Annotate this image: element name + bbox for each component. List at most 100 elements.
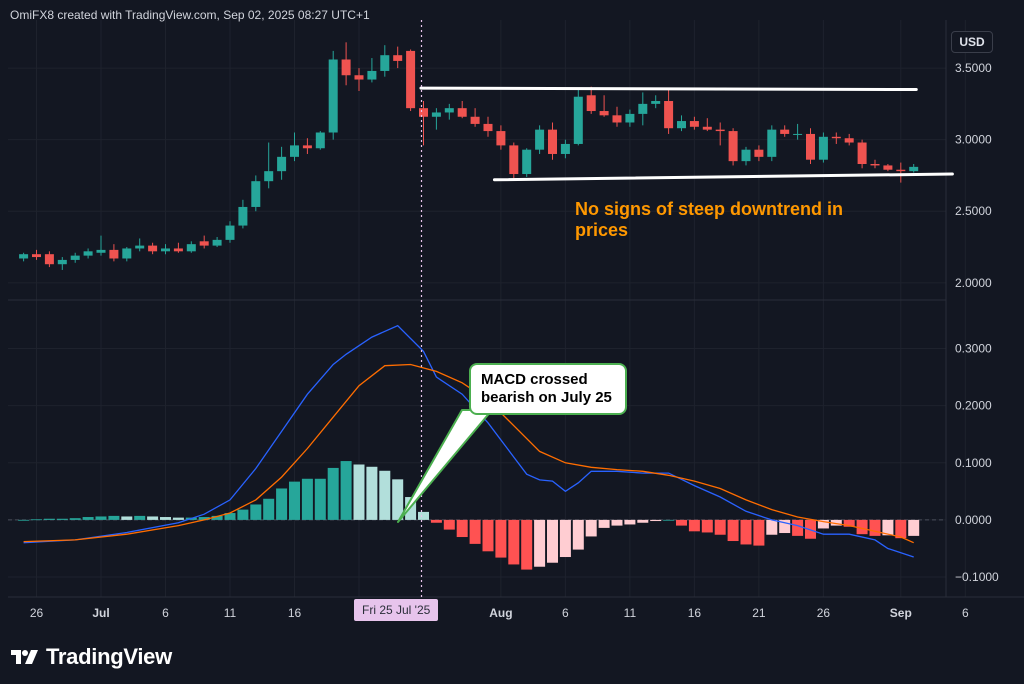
candle-body [406, 50, 416, 109]
histogram-bar [585, 519, 597, 537]
histogram-bar [714, 519, 726, 535]
candle-body [315, 132, 325, 149]
grid [8, 20, 1024, 598]
histogram-bar [676, 519, 687, 526]
histogram-bar [160, 517, 171, 520]
candle-body [496, 131, 506, 146]
axes: 3.5000 3.0000 2.5000 2.0000 0.3000 0.2000 0.10… [30, 61, 999, 620]
crosshair-date-label: Fri 25 Jul '25 [354, 599, 439, 621]
candle-body [32, 254, 41, 258]
price-annotation: No signs of steep downtrend in prices [575, 199, 844, 240]
price-tick-label: 2.5000 [955, 204, 992, 218]
candle-body [702, 126, 712, 130]
tradingview-brand: TradingView [46, 644, 172, 669]
candle-body [664, 101, 674, 129]
macd-histogram [18, 461, 920, 570]
candle-body [277, 156, 287, 172]
histogram-bar [650, 519, 662, 522]
time-tick-label: 16 [288, 606, 302, 620]
channel-upper-line [419, 86, 918, 92]
candle-body [470, 116, 480, 124]
time-tick-label: Aug [489, 606, 512, 620]
histogram-bar [843, 519, 855, 527]
histogram-bar [521, 519, 533, 570]
histogram-bar [392, 479, 404, 520]
candle-body [302, 145, 312, 149]
histogram-bar [276, 488, 288, 520]
histogram-bar [637, 519, 649, 523]
time-tick-label: 16 [688, 606, 702, 620]
histogram-bar [882, 519, 894, 536]
candle-body [728, 131, 738, 162]
histogram-bar [237, 509, 249, 520]
histogram-bar [289, 481, 300, 520]
candle-body [173, 248, 183, 252]
time-tick-label: 6 [562, 606, 569, 620]
price-tick-label: 3.5000 [955, 61, 992, 75]
histogram-bar [69, 518, 81, 520]
histogram-bar [95, 516, 107, 520]
macd-tick-label: 0.1000 [955, 456, 992, 470]
time-tick-label: 6 [962, 606, 969, 620]
candle-body [599, 111, 609, 116]
candle-body [264, 171, 274, 182]
currency-label[interactable]: USD [951, 31, 993, 53]
candle-body [19, 254, 29, 259]
candle-body [96, 249, 106, 253]
candle-body [818, 136, 828, 160]
histogram-bar [869, 519, 881, 536]
histogram-bar [250, 504, 262, 520]
histogram-bar [301, 478, 313, 520]
macd-line [23, 324, 914, 558]
histogram-bar [817, 519, 829, 529]
time-tick-label: 26 [30, 606, 44, 620]
histogram-bar [740, 519, 752, 545]
histogram-bar [263, 498, 275, 520]
chart-credit: OmiFX8 created with TradingView.com, Sep… [10, 8, 370, 22]
histogram-bar [663, 519, 675, 521]
callout-pointer [397, 409, 493, 523]
candle-body [806, 133, 815, 160]
candle-body [457, 108, 467, 117]
histogram-bar [418, 511, 429, 520]
histogram-bar [469, 519, 481, 544]
channel-lower-line [492, 172, 954, 182]
candle-body [857, 142, 867, 164]
candle-body [109, 249, 119, 259]
candle-body [148, 245, 158, 252]
histogram-bar [121, 516, 133, 520]
candle-body [767, 129, 777, 157]
candle-body [522, 149, 532, 175]
candle-body [44, 254, 54, 265]
candle-body [70, 255, 80, 260]
histogram-bar [598, 519, 610, 528]
histogram-bar [327, 467, 339, 520]
candle-body [212, 239, 222, 246]
histogram-bar [624, 519, 636, 525]
candle-body [393, 55, 403, 61]
tradingview-footer[interactable]: TradingView [10, 644, 172, 670]
histogram-bar [56, 518, 68, 520]
histogram-bar [766, 519, 778, 535]
candles [19, 42, 919, 270]
histogram-bar [727, 519, 739, 542]
candle-body [225, 225, 235, 240]
histogram-bar [224, 513, 236, 520]
histogram-bar [895, 519, 907, 539]
callout-pointer [397, 409, 493, 523]
candle-body [780, 129, 790, 134]
histogram-bar [792, 519, 804, 536]
histogram-bar [430, 519, 442, 523]
histogram-bar [82, 517, 94, 520]
histogram-bar [353, 464, 365, 520]
macd-callout: MACD crossed bearish on July 25 [469, 363, 627, 415]
histogram-bar [779, 519, 791, 534]
tradingview-logo-icon [11, 650, 38, 664]
price-tick-label: 2.0000 [955, 276, 992, 290]
histogram-bar [701, 519, 713, 533]
candle-body [161, 248, 170, 252]
histogram-bar [172, 517, 184, 520]
histogram-bar [366, 466, 378, 520]
candle-body [560, 143, 570, 154]
